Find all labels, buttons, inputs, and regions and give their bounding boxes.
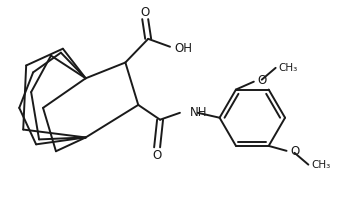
- Text: OH: OH: [174, 42, 192, 55]
- Text: CH₃: CH₃: [278, 63, 298, 73]
- Text: O: O: [290, 145, 300, 158]
- Text: O: O: [258, 74, 267, 87]
- Text: CH₃: CH₃: [311, 160, 330, 170]
- Text: NH: NH: [190, 106, 207, 119]
- Text: O: O: [140, 6, 150, 19]
- Text: O: O: [152, 149, 162, 162]
